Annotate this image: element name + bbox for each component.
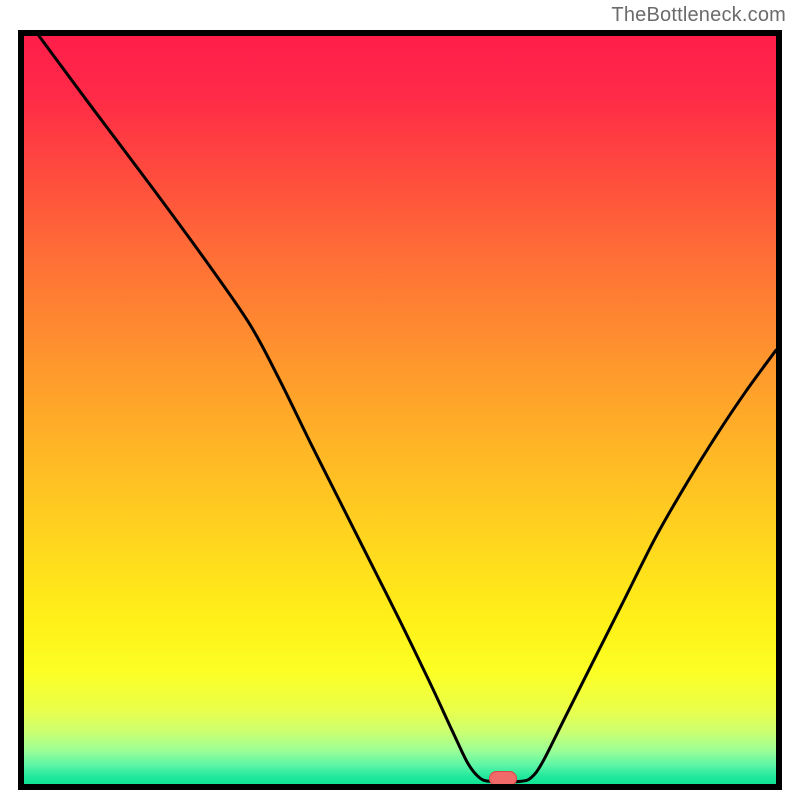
frame-border-right	[776, 30, 782, 790]
plot-area	[24, 36, 776, 784]
bottleneck-curve	[24, 36, 776, 784]
chart-frame	[18, 30, 782, 790]
frame-border-bottom	[18, 784, 782, 790]
optimum-marker	[489, 771, 517, 784]
watermark-text: TheBottleneck.com	[611, 4, 786, 27]
